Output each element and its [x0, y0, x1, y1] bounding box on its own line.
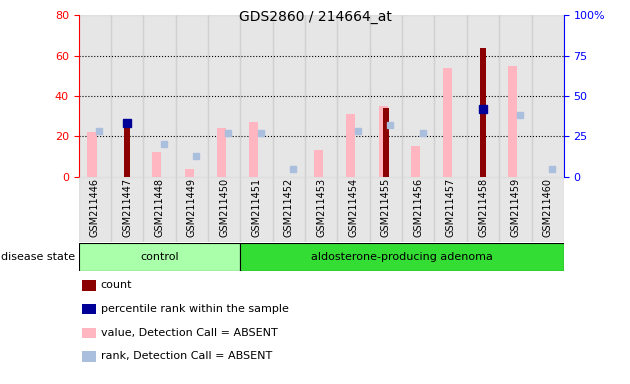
- Text: disease state: disease state: [1, 252, 75, 262]
- Text: GSM211451: GSM211451: [251, 178, 261, 237]
- Bar: [532, 15, 564, 177]
- Bar: [402, 15, 435, 177]
- Bar: [208, 177, 241, 242]
- Bar: [338, 177, 370, 242]
- Bar: [241, 177, 273, 242]
- Bar: [480, 48, 486, 177]
- Text: count: count: [101, 280, 132, 290]
- Bar: [79, 177, 111, 242]
- Bar: [79, 243, 241, 271]
- Bar: [499, 15, 532, 177]
- Bar: [435, 177, 467, 242]
- Text: value, Detection Call = ABSENT: value, Detection Call = ABSENT: [101, 328, 278, 338]
- Bar: [338, 15, 370, 177]
- Bar: [370, 15, 402, 177]
- Text: GSM211453: GSM211453: [316, 178, 326, 237]
- Bar: [79, 15, 111, 177]
- Bar: [176, 177, 208, 242]
- Bar: [435, 15, 467, 177]
- Bar: [508, 66, 517, 177]
- Bar: [111, 15, 144, 177]
- Bar: [444, 68, 452, 177]
- Text: GSM211450: GSM211450: [219, 178, 229, 237]
- Bar: [124, 124, 130, 177]
- Text: GSM211460: GSM211460: [542, 178, 553, 237]
- Bar: [273, 15, 305, 177]
- Text: GSM211457: GSM211457: [445, 178, 455, 237]
- Bar: [111, 177, 144, 242]
- Bar: [273, 177, 305, 242]
- Bar: [379, 106, 387, 177]
- Text: GSM211459: GSM211459: [510, 178, 520, 237]
- Text: GDS2860 / 214664_at: GDS2860 / 214664_at: [239, 10, 391, 23]
- Bar: [217, 128, 226, 177]
- Text: GSM211458: GSM211458: [478, 178, 488, 237]
- Text: rank, Detection Call = ABSENT: rank, Detection Call = ABSENT: [101, 351, 272, 361]
- Bar: [249, 122, 258, 177]
- Bar: [411, 146, 420, 177]
- Bar: [467, 15, 499, 177]
- Text: GSM211455: GSM211455: [381, 178, 391, 237]
- Bar: [346, 114, 355, 177]
- Bar: [185, 169, 193, 177]
- Bar: [144, 177, 176, 242]
- Bar: [314, 151, 323, 177]
- Bar: [241, 243, 564, 271]
- Bar: [88, 132, 96, 177]
- Text: percentile rank within the sample: percentile rank within the sample: [101, 304, 289, 314]
- Text: GSM211447: GSM211447: [122, 178, 132, 237]
- Text: GSM211452: GSM211452: [284, 178, 294, 237]
- Text: aldosterone-producing adenoma: aldosterone-producing adenoma: [311, 252, 493, 262]
- Bar: [532, 177, 564, 242]
- Text: GSM211454: GSM211454: [348, 178, 358, 237]
- Bar: [144, 15, 176, 177]
- Bar: [176, 15, 208, 177]
- Text: GSM211449: GSM211449: [187, 178, 197, 237]
- Bar: [305, 15, 338, 177]
- Bar: [467, 177, 499, 242]
- Bar: [383, 108, 389, 177]
- Bar: [370, 177, 402, 242]
- Text: GSM211446: GSM211446: [90, 178, 100, 237]
- Bar: [208, 15, 241, 177]
- Bar: [152, 152, 161, 177]
- Bar: [305, 177, 338, 242]
- Text: GSM211448: GSM211448: [154, 178, 164, 237]
- Bar: [499, 177, 532, 242]
- Text: GSM211456: GSM211456: [413, 178, 423, 237]
- Bar: [402, 177, 435, 242]
- Text: control: control: [140, 252, 179, 262]
- Bar: [241, 15, 273, 177]
